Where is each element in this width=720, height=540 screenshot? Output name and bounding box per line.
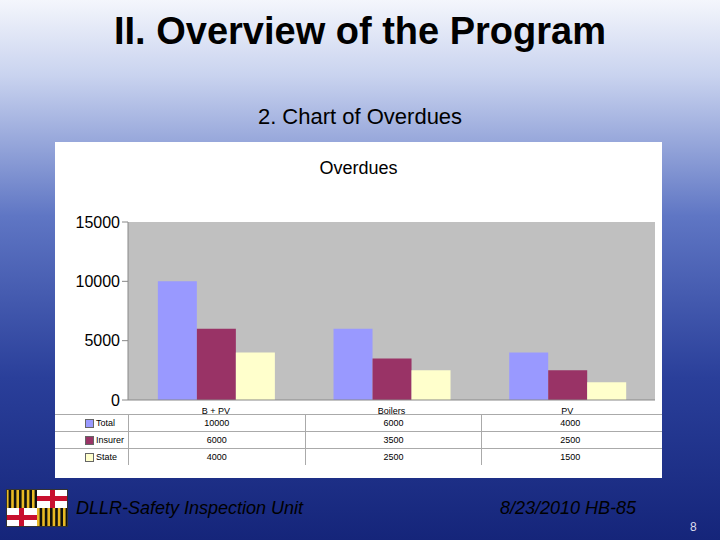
html-text:Total: Total <box>96 418 115 428</box>
html-text:8: 8 <box>690 520 697 534</box>
html-text:8/23/2010 HB-85: 8/23/2010 HB-85 <box>500 498 637 518</box>
html-text:10000: 10000 <box>204 418 230 428</box>
html-text:Overdues: Overdues <box>319 158 398 178</box>
html-text:Insurer: Insurer <box>96 435 124 445</box>
svg-text:5000: 5000 <box>84 332 120 349</box>
html-text:State: State <box>96 452 117 462</box>
html-text:II. Overview of the Program: II. Overview of the Program <box>114 10 606 52</box>
svg-text:0: 0 <box>111 392 120 409</box>
html-text:2500: 2500 <box>560 435 581 445</box>
html-text:4000: 4000 <box>206 452 227 462</box>
html-text:6000: 6000 <box>206 435 227 445</box>
svg-text:15000: 15000 <box>76 214 121 231</box>
html-text:3500: 3500 <box>383 435 404 445</box>
svg-text:Boilers: Boilers <box>378 406 406 414</box>
svg-text:10000: 10000 <box>76 273 121 290</box>
html-text:DLLR-Safety Inspection Unit: DLLR-Safety Inspection Unit <box>76 498 304 518</box>
html-text:4000: 4000 <box>560 418 581 428</box>
html-text:2500: 2500 <box>383 452 404 462</box>
html-text:2. Chart of Overdues: 2. Chart of Overdues <box>257 104 463 129</box>
html-text:1500: 1500 <box>560 452 581 462</box>
html-text:6000: 6000 <box>383 418 404 428</box>
svg-text:PV: PV <box>561 406 573 414</box>
svg-text:B + PV: B + PV <box>202 406 230 414</box>
